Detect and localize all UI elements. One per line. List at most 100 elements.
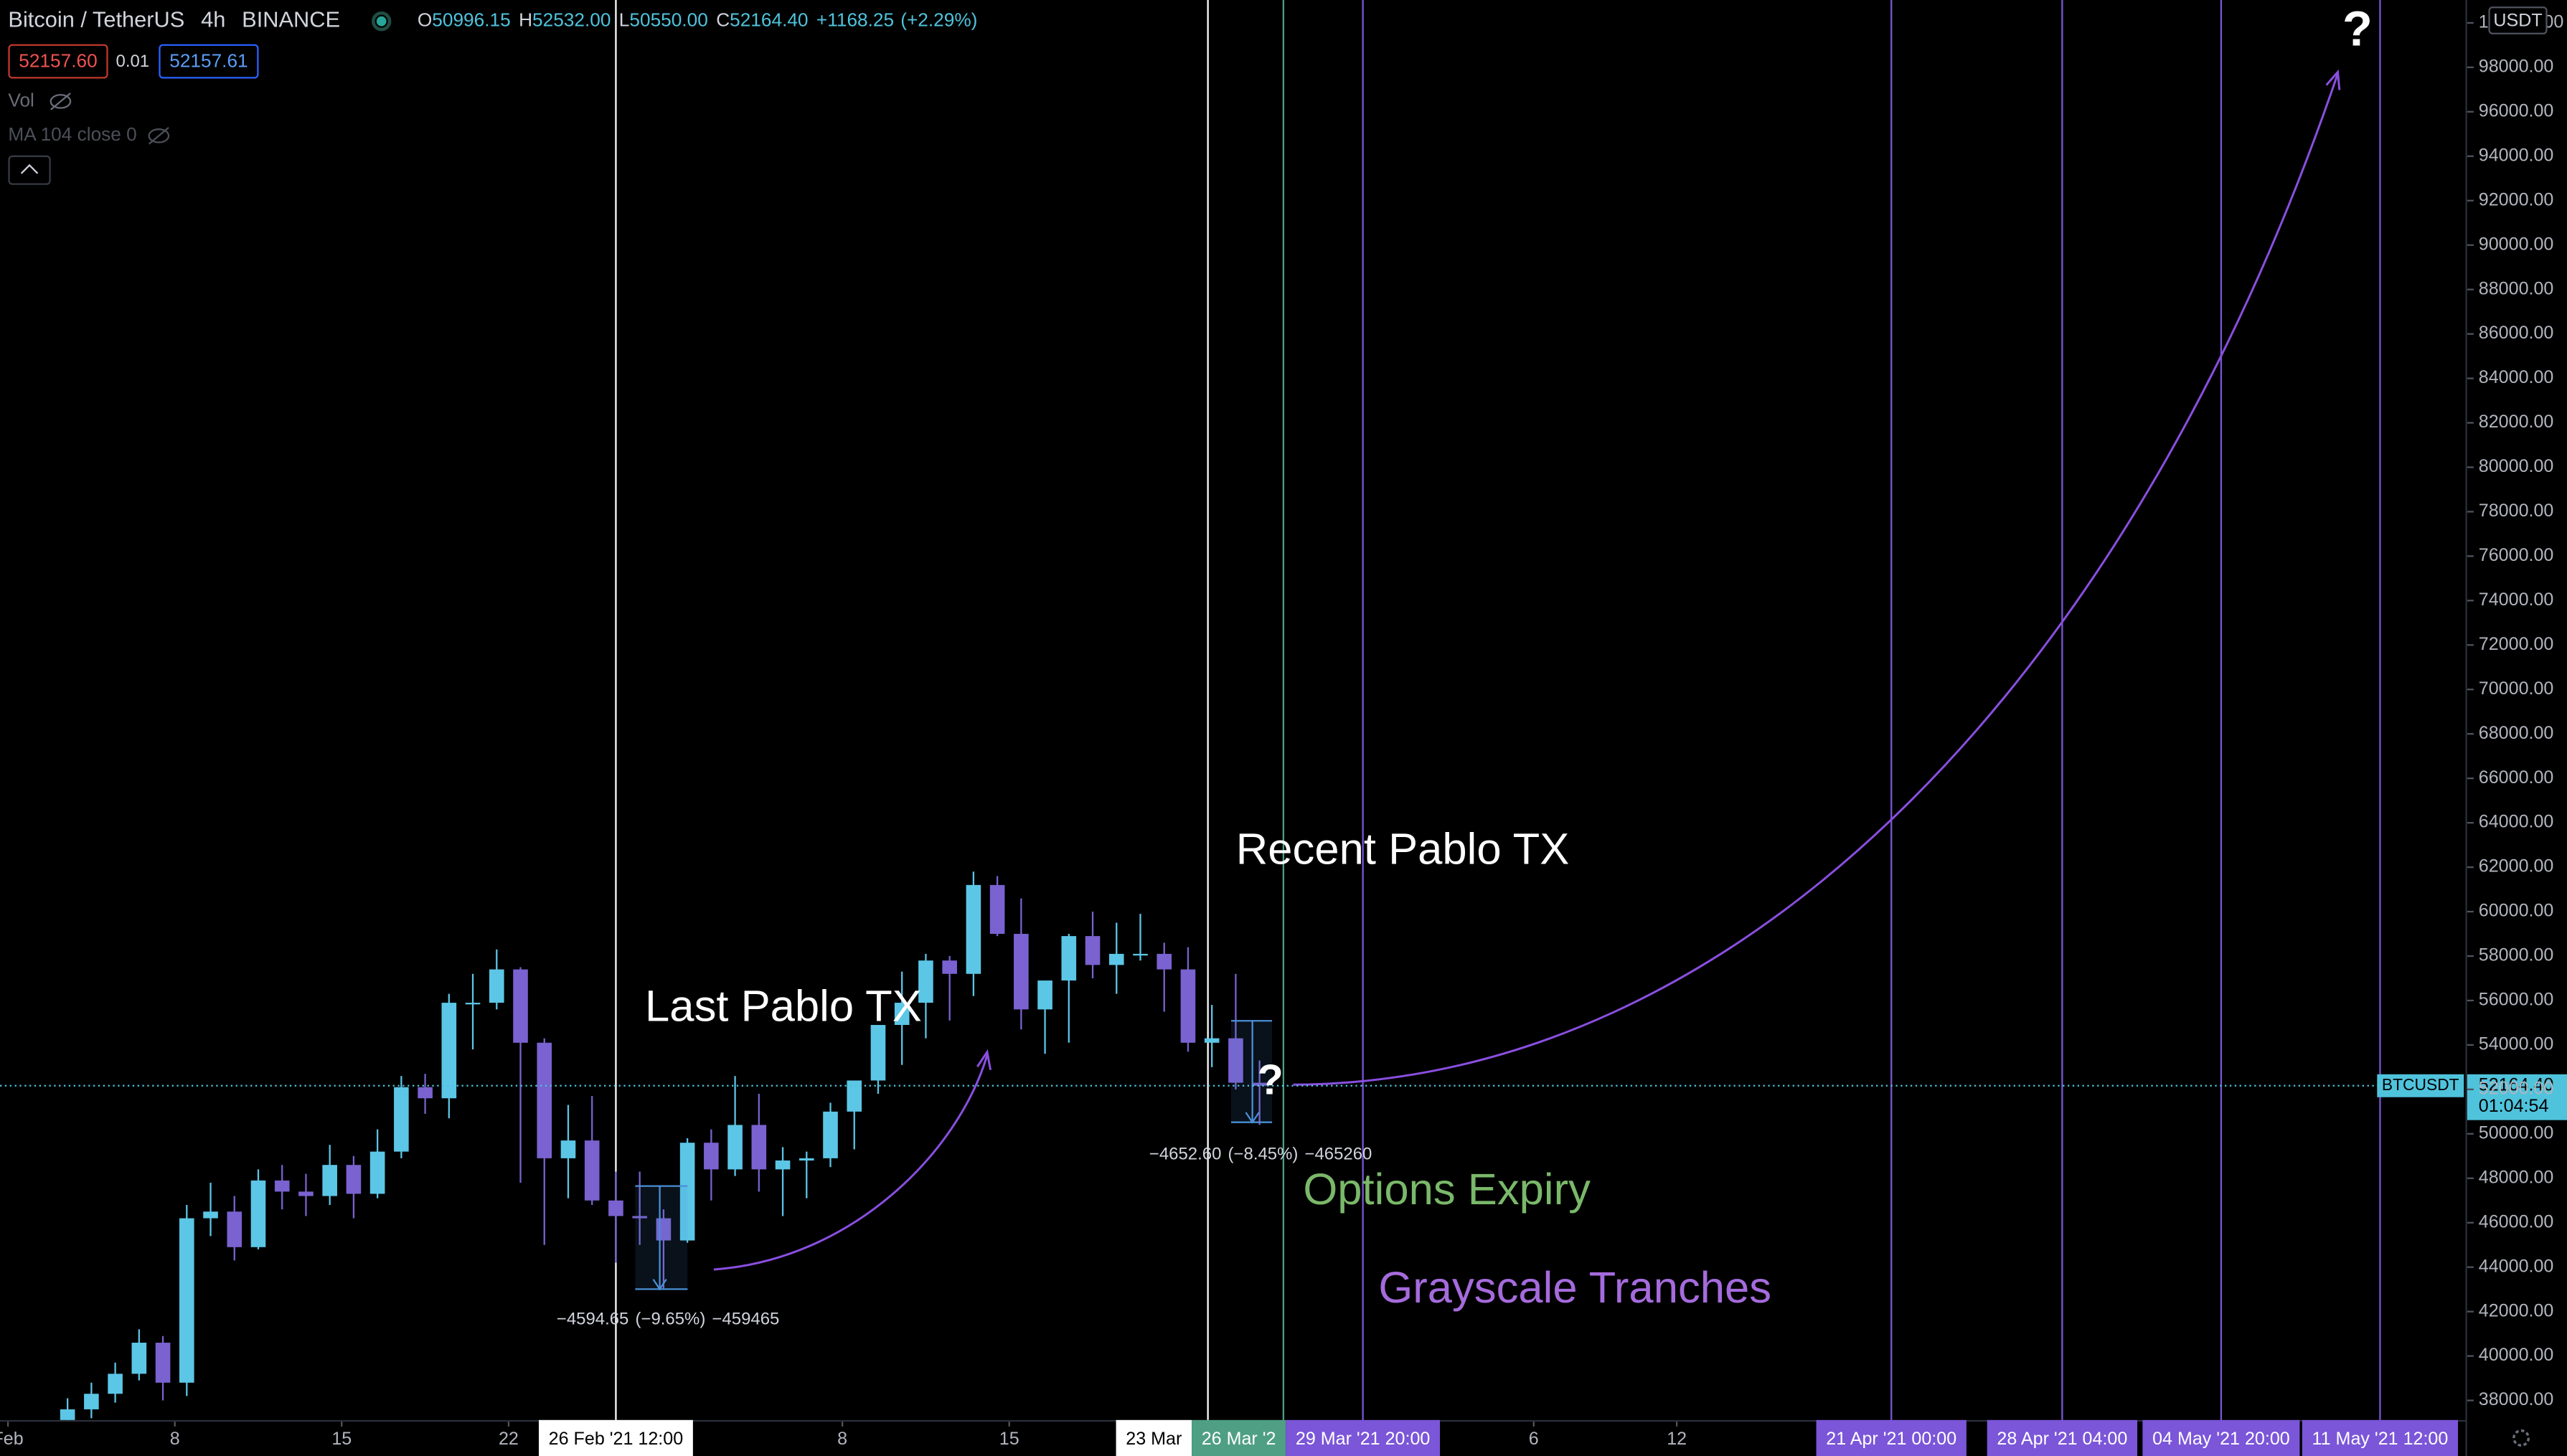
y-tick-label: 52000.00 [2479,1078,2554,1098]
candle-body [418,1087,433,1099]
vline-label: 28 Apr '21 04:00 [1987,1419,2138,1456]
y-tick-label: 64000.00 [2479,812,2554,832]
measure-change: −4652.60 [1149,1145,1222,1164]
candle-body [537,1042,552,1158]
y-tick-label: 68000.00 [2479,723,2554,743]
candle-body [918,960,933,1003]
collapse-button[interactable] [8,155,51,185]
arrow-path [1293,73,2339,1086]
ohlc-change: +1168.25 [816,9,894,31]
vline-label-text: 26 Mar '2 [1202,1429,1276,1449]
y-tick-label: 92000.00 [2479,189,2554,209]
vline-label: 26 Mar '2 [1192,1419,1286,1456]
axes: 38000.00 40000.00 42000.00 44000.00 46000.00… [0,12,2563,1456]
ohlc-close: 52164.40 [730,9,808,31]
vline-label-box [2142,1419,2300,1456]
ohlc-header: O50996.15 H52532.00 L50550.00 C52164.40 +116… [418,9,978,31]
measure-arrow-head [1245,1112,1260,1124]
hidden-icon[interactable] [50,93,72,110]
countdown: 01:04:54 [2479,1096,2549,1116]
ohlc-low: 50550.00 [629,9,707,31]
y-tick-label: 94000.00 [2479,145,2554,165]
y-tick-label: 54000.00 [2479,1034,2554,1054]
vline-label-box [539,1419,693,1456]
annotation: Recent Pablo TX [1236,825,1570,874]
interval: 4h [201,7,225,32]
ohlc-prefix: H [519,9,532,31]
y-tick-label: 60000.00 [2479,901,2554,921]
candle-body [727,1125,743,1170]
indicator-label: MA 104 close 0 [8,123,136,145]
candle-body [1085,936,1101,965]
symbol-title: Bitcoin / TetherUS [8,7,184,32]
candle-body [108,1374,123,1394]
candle-body [1037,980,1052,1010]
y-tick-label: 78000.00 [2479,501,2554,521]
candle-body [179,1218,194,1383]
arrow-path [713,1054,989,1271]
x-tick-label: 15 [331,1429,352,1449]
indicator-label: Vol [8,89,34,110]
candle-body [250,1180,266,1247]
y-tick-label: 40000.00 [2479,1345,2554,1365]
vline-label: 04 May '21 20:00 [2142,1419,2300,1456]
status-ring [371,11,392,32]
vline-label-text: 11 May '21 12:00 [2312,1429,2449,1449]
ohlc-open: 50996.15 [432,9,510,31]
candle-body [989,884,1005,935]
vline-label: 23 Mar [1116,1419,1192,1456]
annotation: Options Expiry [1303,1165,1591,1214]
measure-label: −4594.65 (−9.65%) −459465 [557,1310,779,1329]
candle-body [1252,1082,1267,1086]
candle-body [1204,1038,1220,1043]
vline-label-text: 23 Mar [1126,1429,1182,1449]
vline-label: 26 Feb '21 12:00 [539,1419,693,1456]
y-tick-label: 38000.00 [2479,1389,2554,1409]
arrow-head [976,1049,992,1070]
vline-label-text: 21 Apr '21 00:00 [1826,1429,1956,1449]
hidden-icon[interactable] [148,127,170,145]
measure-arrow-head [652,1279,667,1291]
ask-price[interactable]: 52157.61 [169,50,248,72]
ohlc-high: 52532.00 [532,9,611,31]
buy-button[interactable] [159,44,259,79]
x-tick-label: 22 [499,1429,519,1449]
candle-body [60,1409,75,1420]
currency-box[interactable] [2488,6,2548,34]
candle-body [1228,1038,1243,1083]
candle-body [1157,953,1172,970]
y-tick-label: 48000.00 [2479,1167,2554,1187]
collapse-icon[interactable] [20,164,39,174]
vline-label-box [2302,1419,2459,1456]
candle-body [1180,969,1196,1043]
candle-body [799,1158,814,1160]
y-tick-label: 90000.00 [2479,234,2554,254]
sell-button[interactable] [8,44,108,79]
candle-body [1014,934,1029,1010]
y-tick-label: 72000.00 [2479,634,2554,654]
measure-tool [635,1020,1273,1291]
candle-body [394,1087,409,1152]
x-tick-label: 12 [1667,1429,1687,1449]
y-tick-label: 46000.00 [2479,1211,2554,1232]
vline-label-box [1116,1419,1192,1456]
candle-body [227,1211,242,1247]
ohlc-prefix: L [619,9,630,31]
projection-arrows [713,69,2341,1271]
candle-body [966,884,981,974]
spread: 0.01 [116,52,150,71]
currency[interactable]: USDT [2493,10,2542,30]
vline-label-text: 29 Mar '21 20:00 [1296,1429,1430,1449]
ohlc-prefix: O [418,9,432,31]
measure-change: −4594.65 [557,1310,629,1329]
bid-price[interactable]: 52157.60 [19,50,97,72]
candle-body [155,1343,171,1383]
measure-pct: (−9.65%) [636,1310,706,1329]
candle-body [465,1003,481,1005]
vertical-lines [615,0,2381,1420]
candle-body [704,1143,719,1170]
candle-body [584,1140,600,1201]
settings-icon[interactable] [2512,1429,2530,1447]
candle-body [274,1180,290,1192]
